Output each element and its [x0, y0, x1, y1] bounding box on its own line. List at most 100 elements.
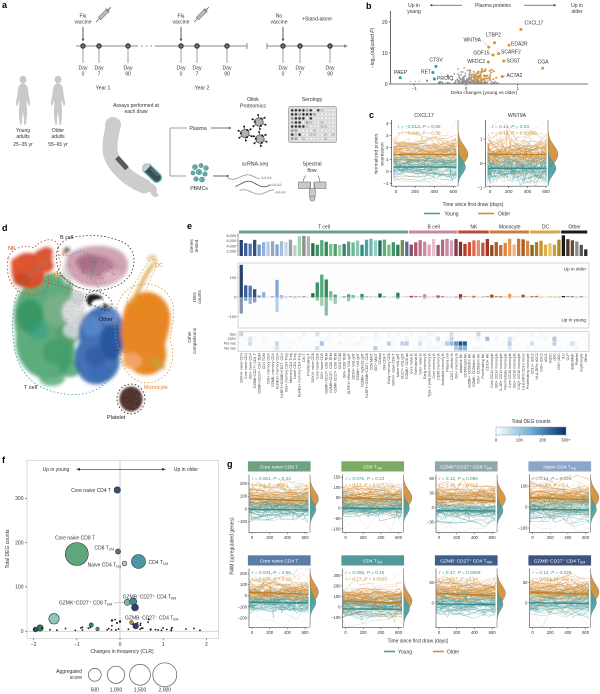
svg-text:PROK1: PROK1 [437, 76, 454, 82]
svg-text:Core memory B: Core memory B [432, 353, 436, 379]
svg-text:CD56bright NK: CD56bright NK [463, 353, 467, 378]
svg-text:CD27- effector B: CD27- effector B [450, 353, 454, 380]
svg-text:f: f [2, 455, 6, 465]
svg-text:Core naive CD4 T: Core naive CD4 T [260, 559, 298, 565]
svg-text:100: 100 [516, 438, 524, 443]
svg-text:500: 500 [91, 688, 100, 694]
svg-text:GZMB⁻CD27⁺ CD4 TRM: GZMB⁻CD27⁺ CD4 TRM [123, 595, 177, 601]
svg-text:400: 400 [471, 630, 479, 635]
svg-text:200: 200 [547, 630, 555, 635]
svg-text:0: 0 [119, 642, 122, 648]
svg-text:C1Q+ CD16 monocyte: C1Q+ CD16 monocyte [517, 353, 521, 389]
svg-text:0: 0 [438, 630, 441, 635]
svg-text:200: 200 [266, 630, 274, 635]
svg-text:Time since first draw (days): Time since first draw (days) [443, 202, 504, 208]
svg-text:50: 50 [523, 580, 528, 585]
svg-text:0: 0 [21, 629, 24, 635]
svg-text:Young: Young [445, 212, 459, 218]
svg-text:1: 1 [162, 642, 165, 648]
svg-text:−100: −100 [238, 604, 248, 609]
svg-text:0: 0 [385, 82, 388, 88]
svg-text:1: 1 [386, 157, 389, 162]
svg-text:0: 0 [234, 296, 236, 300]
svg-text:Year 1: Year 1 [96, 86, 111, 92]
svg-text:ISG+ cDC2: ISG+ cDC2 [539, 353, 543, 371]
svg-text:CTSV: CTSV [429, 58, 443, 64]
svg-text:Day: Day [279, 66, 288, 72]
svg-text:400: 400 [284, 535, 292, 540]
svg-text:ISG+ CD56dim NK: ISG+ CD56dim NK [477, 353, 481, 384]
svg-text:600: 600 [489, 535, 497, 540]
svg-text:SOX4+ naive CD8: SOX4+ naive CD8 [311, 353, 315, 382]
svg-text:Other: Other [584, 353, 588, 363]
svg-text:ISG+ memory CD4 Treg: ISG+ memory CD4 Treg [284, 353, 288, 392]
svg-text:Plasma proteins: Plasma proteins [475, 3, 511, 9]
svg-text:B cell: B cell [427, 225, 439, 231]
svg-text:6,000: 6,000 [226, 239, 236, 243]
svg-text:50: 50 [429, 580, 434, 585]
svg-text:Other: Other [568, 225, 581, 231]
svg-text:g: g [227, 459, 233, 469]
svg-text:20: 20 [382, 20, 388, 26]
svg-text:Transitional B: Transitional B [414, 353, 418, 375]
svg-text:KLRB1+ memory CD4: KLRB1+ memory CD4 [275, 353, 279, 389]
svg-text:Core CD14 monocyte: Core CD14 monocyte [490, 353, 494, 388]
svg-text:Older: Older [52, 128, 65, 134]
svg-text:Day: Day [296, 66, 305, 72]
svg-text:GZMB- memory CD4: GZMB- memory CD4 [271, 353, 275, 387]
svg-text:90: 90 [224, 72, 230, 78]
svg-text:KLRF1+GZMB+CD27- CD8: KLRF1+GZMB+CD27- CD8 [365, 353, 369, 397]
svg-text:7: 7 [299, 72, 302, 78]
svg-text:Proteomics: Proteomics [240, 104, 266, 110]
svg-text:8,000: 8,000 [226, 234, 236, 238]
svg-text:r = 0.1, P = 0.081: r = 0.1, P = 0.081 [252, 482, 289, 487]
svg-text:Naive CD4 Treg: Naive CD4 Treg [88, 563, 122, 569]
svg-text:Erythrocyte: Erythrocyte [580, 353, 584, 371]
svg-text:Changes in frequency (CLR): Changes in frequency (CLR) [90, 649, 154, 655]
svg-text:Day: Day [326, 66, 335, 72]
svg-text:r = 0.14, P = 0.029: r = 0.14, P = 0.029 [533, 570, 572, 575]
svg-text:4: 4 [386, 121, 389, 126]
svg-text:BaEoMaP: BaEoMaP [571, 353, 575, 370]
svg-text:0: 0 [338, 604, 341, 609]
svg-text:*: * [410, 80, 412, 85]
svg-text:ISG+ memory B: ISG+ memory B [454, 353, 458, 379]
svg-text:−30: −30 [427, 520, 435, 525]
svg-text:0: 0 [180, 72, 183, 78]
svg-text:SOX4+ Vd1 gdT: SOX4+ Vd1 gdT [351, 353, 355, 380]
svg-text:600: 600 [582, 630, 590, 635]
svg-text:Naive CD4 Treg: Naive CD4 Treg [293, 353, 297, 379]
svg-text:No vac: No vac [224, 346, 236, 350]
svg-text:GZMK+CD27+ CD8 TEM: GZMK+CD27+ CD8 TEM [325, 353, 329, 393]
svg-text:GZMB+ Vg9Vd2 gdT: GZMB+ Vg9Vd2 gdT [360, 353, 364, 387]
svg-text:RET: RET [421, 69, 431, 75]
svg-text:200: 200 [539, 438, 547, 443]
svg-text:r = 0.18, P = 0.012: r = 0.18, P = 0.012 [439, 482, 478, 487]
svg-text:2,000: 2,000 [226, 249, 236, 253]
svg-text:GZMB⁻CD27⁻ CD4 TEM: GZMB⁻CD27⁻ CD4 TEM [534, 559, 586, 565]
svg-text:0: 0 [465, 86, 468, 91]
svg-text:Up in older: Up in older [564, 267, 587, 272]
svg-text:DN T: DN T [302, 353, 306, 362]
svg-text:HLA-DRhi cDC2: HLA-DRhi cDC2 [535, 353, 539, 379]
svg-text:200: 200 [505, 189, 513, 194]
svg-text:CD27+ Vd1 gdT: CD27+ Vd1 gdT [401, 352, 405, 379]
svg-text:−100: −100 [331, 526, 341, 531]
svg-text:−50: −50 [333, 516, 341, 521]
svg-text:400: 400 [564, 630, 572, 635]
svg-text:0: 0 [251, 630, 254, 635]
svg-text:SOX4+ naive CD4: SOX4+ naive CD4 [240, 353, 244, 382]
svg-text:KLRB1+ memory CD4 Treg: KLRB1+ memory CD4 Treg [298, 353, 302, 397]
svg-text:600: 600 [395, 630, 403, 635]
svg-text:r = 0.034, P = 0.56: r = 0.034, P = 0.56 [252, 570, 291, 575]
svg-text:DC: DC [155, 263, 163, 269]
svg-text:r = 0.074, P = 0.2: r = 0.074, P = 0.2 [533, 576, 570, 581]
svg-text:GZMB⁻CD27⁻ CD4 TEM: GZMB⁻CD27⁻ CD4 TEM [125, 616, 179, 622]
svg-text:r = 0.076, P = 0.23: r = 0.076, P = 0.23 [346, 476, 385, 481]
svg-text:0: 0 [495, 438, 498, 443]
svg-text:Genes: Genes [189, 239, 194, 253]
svg-text:ILC: ILC [562, 353, 566, 359]
svg-text:Up in: Up in [408, 3, 420, 9]
svg-text:Total DEG counts: Total DEG counts [512, 419, 551, 425]
svg-text:Core naive CD8: Core naive CD8 [316, 353, 320, 379]
